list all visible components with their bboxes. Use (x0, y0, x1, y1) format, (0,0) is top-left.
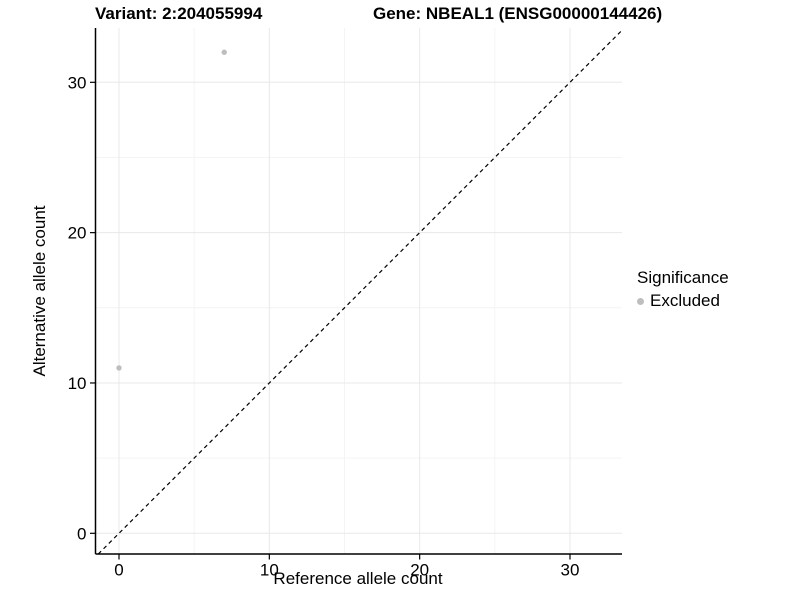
x-tick-label: 20 (410, 561, 429, 580)
legend-title: Significance (637, 268, 729, 287)
y-tick-label: 30 (68, 73, 87, 92)
y-tick-label: 10 (68, 374, 87, 393)
data-point (221, 49, 227, 55)
legend-point-icon (637, 297, 644, 305)
legend-item-label: Excluded (650, 291, 720, 310)
data-point (116, 365, 122, 371)
plot-title-gene: Gene: NBEAL1 (ENSG00000144426) (373, 4, 663, 23)
x-tick-label: 30 (561, 561, 580, 580)
x-tick-label: 10 (260, 561, 279, 580)
y-tick-label: 0 (77, 524, 86, 543)
legend: Significance Excluded (637, 268, 729, 311)
x-axis-label: Reference allele count (273, 569, 443, 588)
y-tick-label: 20 (68, 224, 87, 243)
identity-line (97, 29, 623, 555)
x-tick-label: 0 (114, 561, 123, 580)
y-axis-label: Alternative allele count (30, 205, 49, 377)
plot-title-variant: Variant: 2:204055994 (95, 4, 263, 23)
legend-item-excluded: Excluded (637, 291, 729, 311)
